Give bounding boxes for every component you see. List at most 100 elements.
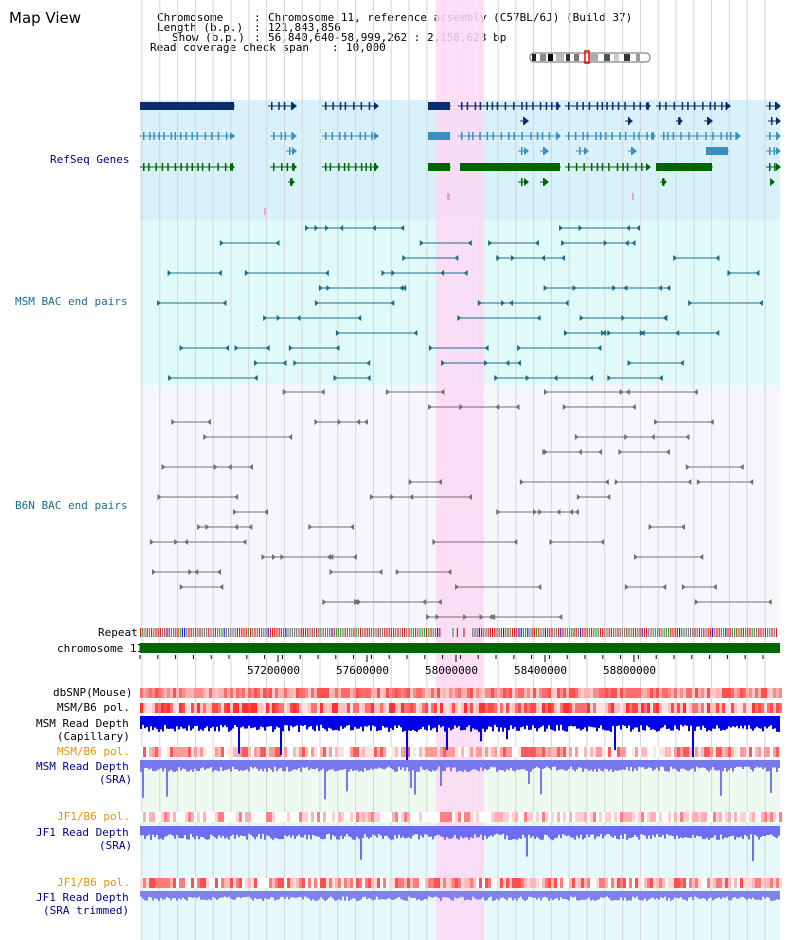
depth-bar bbox=[146, 760, 148, 768]
heat-cell bbox=[392, 812, 395, 822]
depth-bar bbox=[392, 760, 394, 770]
exon bbox=[371, 132, 373, 140]
heat-cell bbox=[596, 688, 599, 698]
repeat-element bbox=[551, 628, 553, 637]
heat-cell bbox=[335, 812, 338, 822]
depth-bar bbox=[384, 716, 386, 728]
depth-bar bbox=[256, 826, 258, 837]
depth-bar bbox=[150, 760, 152, 769]
bac-end bbox=[225, 345, 230, 351]
repeat-element bbox=[496, 628, 498, 637]
depth-bar bbox=[498, 891, 500, 901]
heat-cell bbox=[722, 747, 725, 757]
heat-cell bbox=[638, 747, 641, 757]
depth-bar bbox=[418, 826, 420, 840]
heat-cell bbox=[233, 703, 236, 713]
repeat-element bbox=[503, 628, 505, 637]
depth-bar bbox=[482, 716, 484, 729]
depth-bar bbox=[532, 760, 534, 769]
heat-cell bbox=[230, 878, 233, 888]
exon bbox=[197, 163, 199, 171]
depth-bar bbox=[144, 891, 146, 901]
heat-cell bbox=[740, 688, 743, 698]
heat-cell bbox=[428, 812, 431, 822]
depth-bar bbox=[206, 826, 208, 840]
depth-bar bbox=[532, 826, 534, 837]
heat-cell bbox=[743, 747, 746, 757]
depth-bar bbox=[458, 760, 460, 771]
exon bbox=[633, 102, 635, 110]
repeat-element bbox=[520, 628, 522, 637]
depth-bar bbox=[728, 760, 730, 771]
highlight-region[interactable] bbox=[436, 0, 484, 940]
heat-cell bbox=[575, 878, 578, 888]
depth-bar bbox=[158, 716, 160, 732]
bac-end bbox=[494, 375, 499, 381]
bac-end bbox=[542, 449, 547, 455]
depth-bar bbox=[710, 760, 712, 770]
msm-bac-track[interactable] bbox=[157, 225, 763, 381]
depth-bar bbox=[218, 826, 220, 836]
bac-end bbox=[157, 494, 162, 500]
heat-cell bbox=[146, 688, 149, 698]
repeat-element bbox=[485, 628, 487, 637]
depth-bar bbox=[208, 716, 210, 732]
b6n-bac-track[interactable] bbox=[149, 389, 772, 620]
depth-bar bbox=[442, 716, 444, 727]
bac-end bbox=[213, 464, 218, 470]
heat-cell bbox=[275, 703, 278, 713]
depth-bar bbox=[420, 716, 422, 729]
exon bbox=[596, 102, 599, 110]
heat-cell bbox=[761, 703, 764, 713]
heat-cell bbox=[581, 812, 584, 822]
bac-end bbox=[261, 554, 266, 560]
repeat-element bbox=[397, 628, 399, 637]
heat-cell bbox=[440, 688, 443, 698]
depth-bar bbox=[582, 716, 584, 730]
strand-arrow bbox=[374, 132, 379, 140]
repeat-element bbox=[731, 628, 733, 637]
heat-cell bbox=[569, 703, 572, 713]
repeat-element bbox=[760, 628, 762, 637]
bac-end bbox=[188, 569, 193, 575]
heat-cell bbox=[578, 878, 581, 888]
heat-cell bbox=[761, 747, 764, 757]
depth-bar bbox=[730, 760, 732, 768]
exon bbox=[339, 102, 342, 110]
depth-bar bbox=[554, 891, 556, 899]
depth-bar bbox=[652, 760, 654, 771]
depth-bar bbox=[344, 891, 346, 901]
depth-bar bbox=[520, 826, 522, 839]
heat-cell bbox=[164, 688, 167, 698]
heat-cell bbox=[374, 688, 377, 698]
heat-cell bbox=[443, 747, 446, 757]
depth-bar bbox=[388, 716, 390, 732]
heat-cell bbox=[197, 688, 200, 698]
refseq-genes-track[interactable] bbox=[140, 102, 781, 215]
depth-bar bbox=[750, 891, 752, 900]
repeat-element bbox=[472, 628, 474, 637]
msm-bac-track-label[interactable]: MSM BAC end pairs bbox=[15, 295, 128, 308]
msm-b6-pol-label-2: MSM/B6 pol. bbox=[57, 745, 130, 758]
heat-cell bbox=[458, 812, 461, 822]
heat-cell bbox=[419, 812, 422, 822]
repeat-element bbox=[294, 628, 296, 637]
heat-cell bbox=[506, 703, 509, 713]
exon bbox=[665, 102, 667, 110]
exon bbox=[354, 163, 357, 171]
depth-bar bbox=[722, 716, 724, 730]
depth-bar bbox=[242, 716, 244, 727]
bac-end bbox=[264, 509, 269, 515]
b6n-bac-track-label[interactable]: B6N BAC end pairs bbox=[15, 499, 128, 512]
depth-bar bbox=[774, 826, 776, 838]
exon bbox=[210, 132, 213, 140]
refseq-track-label[interactable]: RefSeq Genes bbox=[50, 153, 130, 166]
repeat-element bbox=[483, 628, 485, 637]
repeat-element bbox=[254, 628, 256, 637]
depth-bar bbox=[148, 826, 150, 835]
strand-arrow bbox=[584, 147, 589, 155]
heat-cell bbox=[428, 747, 431, 757]
heat-cell bbox=[761, 812, 764, 822]
exon bbox=[635, 163, 637, 171]
